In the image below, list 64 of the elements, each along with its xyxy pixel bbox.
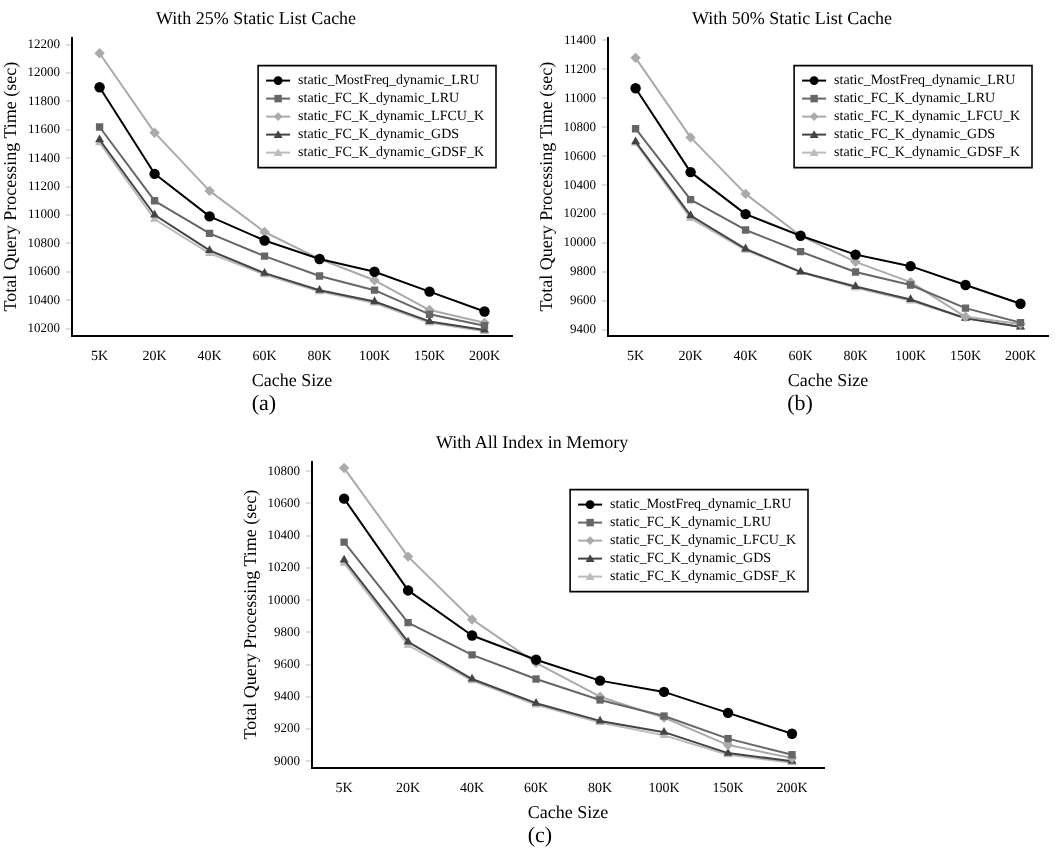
point — [906, 281, 915, 289]
point — [466, 614, 478, 625]
point — [466, 630, 478, 641]
point — [724, 734, 732, 743]
point — [150, 197, 159, 205]
point — [425, 310, 434, 318]
point — [260, 252, 269, 260]
point — [315, 272, 324, 280]
point — [722, 707, 734, 719]
point — [786, 728, 798, 739]
chart-title: With 50% Static List Cache — [691, 7, 893, 28]
text: (b) — [785, 392, 815, 416]
point — [532, 675, 540, 683]
point — [796, 248, 805, 256]
point — [741, 226, 750, 234]
point — [905, 260, 916, 272]
chart-title: With All Index in Memory — [435, 431, 630, 452]
point — [1015, 298, 1026, 309]
point — [630, 83, 641, 94]
text: (c) — [525, 824, 555, 848]
point — [850, 249, 861, 260]
point — [402, 585, 414, 596]
point — [149, 168, 160, 180]
point — [594, 675, 606, 686]
point — [340, 538, 348, 546]
point — [479, 306, 490, 317]
x-axis-title: Cache Size — [787, 369, 869, 390]
point — [402, 551, 414, 562]
y-axis-title: Total Query Processing Time (sec) — [0, 61, 20, 312]
chart-title: With 25% Static List Cache — [155, 7, 357, 28]
point — [685, 132, 696, 143]
point — [468, 651, 476, 659]
point — [658, 686, 670, 698]
point — [204, 211, 215, 222]
x-axis-title: Cache Size — [251, 369, 333, 390]
point — [259, 235, 270, 246]
point — [94, 48, 105, 59]
point — [204, 185, 215, 197]
y-axis-title: Total Query Processing Time (sec) — [535, 61, 556, 312]
point — [961, 304, 970, 312]
point — [740, 188, 751, 200]
point — [424, 286, 435, 297]
point — [338, 493, 350, 504]
point — [404, 618, 412, 627]
point — [685, 166, 696, 178]
point — [94, 82, 105, 93]
text: (a) — [249, 392, 279, 416]
point — [205, 229, 214, 238]
point — [630, 52, 641, 64]
point — [960, 279, 971, 291]
point — [95, 123, 104, 131]
point — [338, 462, 350, 474]
point — [851, 268, 860, 276]
y-axis-title: Total Query Processing Time (sec) — [239, 489, 260, 740]
point — [788, 751, 796, 759]
point — [686, 195, 695, 204]
point — [740, 208, 751, 220]
point — [631, 125, 640, 133]
point — [149, 127, 160, 138]
point — [370, 286, 379, 294]
x-axis-title: Cache Size — [527, 801, 609, 822]
point — [596, 696, 604, 704]
point — [150, 209, 160, 218]
point — [369, 266, 380, 277]
